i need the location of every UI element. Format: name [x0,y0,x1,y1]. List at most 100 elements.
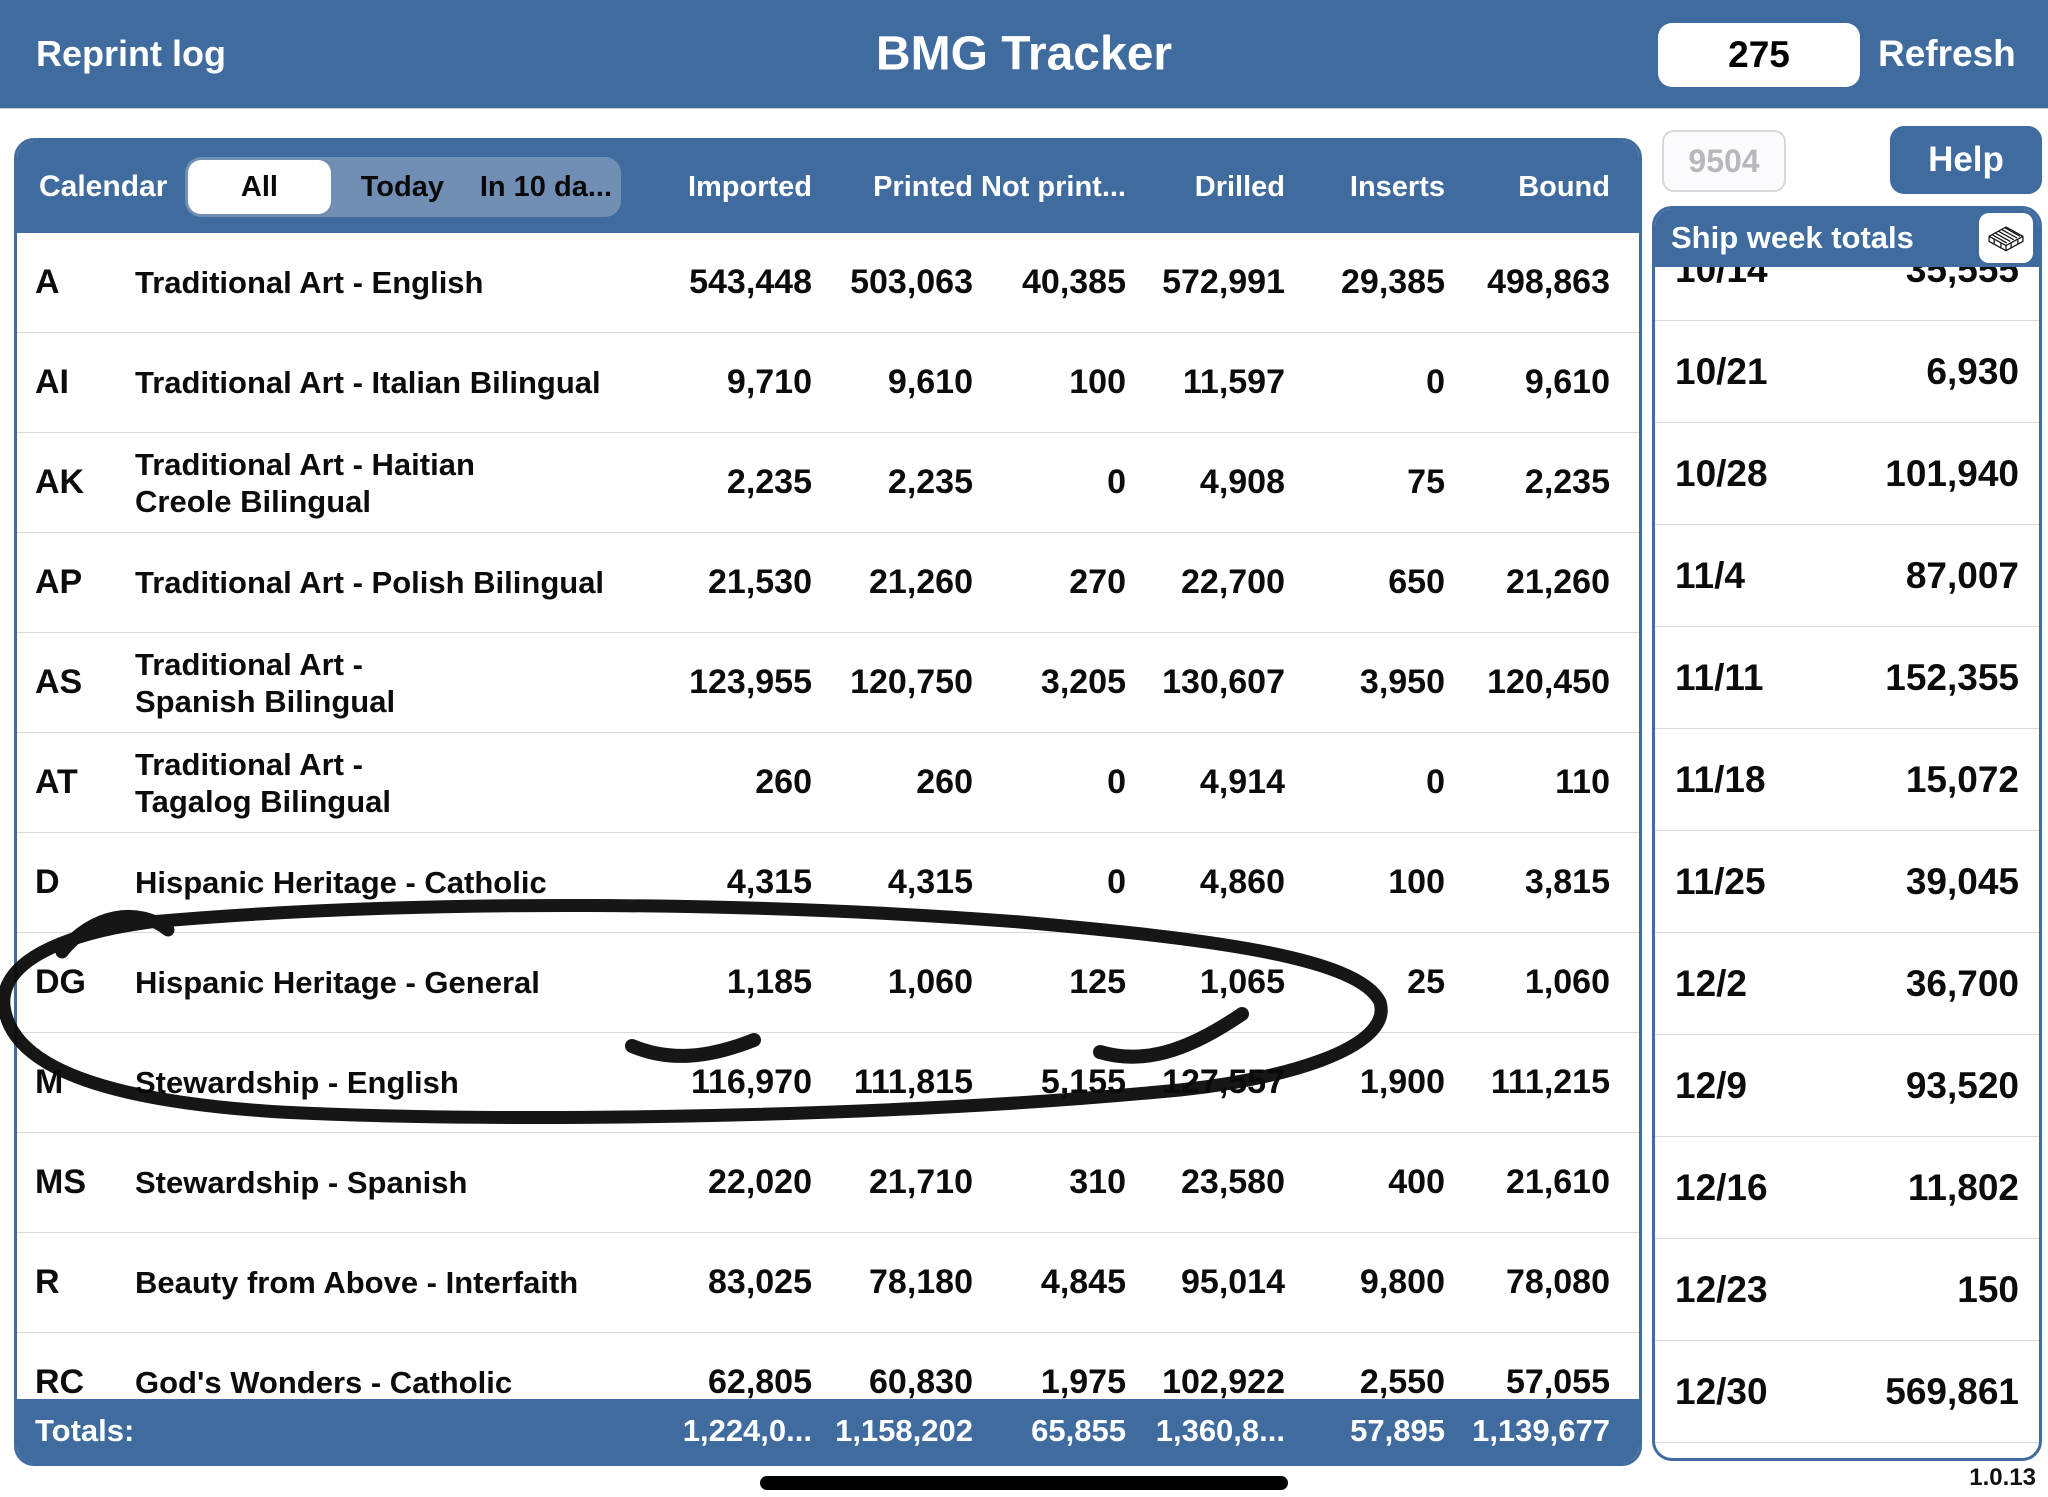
refresh-button[interactable]: Refresh [1872,0,2022,108]
column-header-bound: Bound [1518,170,1610,203]
cell-bound: 111,215 [1490,1063,1610,1101]
cell-imported: 260 [755,763,812,801]
filter-segmented-control: All Today In 10 da... [185,157,621,217]
ship-week-row: 12/9 93,520 [1655,1035,2039,1137]
ship-week-row: 11/25 39,045 [1655,831,2039,933]
ship-week-row: 10/21 6,930 [1655,321,2039,423]
totals-imported: 1,224,0... [682,1413,812,1448]
cell-printed: 503,063 [850,263,973,301]
ship-week-row: 12/23 150 [1655,1239,2039,1341]
cell-drilled: 572,991 [1162,263,1285,301]
row-code: AI [35,363,69,401]
table-row-at[interactable]: AT Traditional Art - Tagalog Bilingual 2… [17,733,1639,833]
cell-not-printed: 5,155 [1040,1063,1126,1101]
ship-week-date: 10/21 [1675,350,1768,392]
totals-bound: 1,139,677 [1472,1413,1610,1448]
cell-bound: 2,235 [1524,463,1610,501]
ship-week-total: 87,007 [1905,554,2019,596]
table-row-ap[interactable]: AP Traditional Art - Polish Bilingual 21… [17,533,1639,633]
table-row-m[interactable]: M Stewardship - English 116,970 111,815 … [17,1033,1639,1133]
code-input[interactable] [1662,130,1786,192]
totals-bar: Totals: 1,224,0... 1,158,202 65,855 1,36… [17,1399,1639,1463]
row-title: Hispanic Heritage - Catholic [135,865,547,900]
table-row-dg[interactable]: DG Hispanic Heritage - General 1,185 1,0… [17,933,1639,1033]
segment-today[interactable]: Today [331,160,474,214]
cell-imported: 2,235 [726,463,812,501]
table-row-r[interactable]: R Beauty from Above - Interfaith 83,025 … [17,1233,1639,1333]
cell-printed: 120,750 [850,663,973,701]
column-headers: Imported Printed Not print... Drilled In… [607,141,1639,233]
row-title: Stewardship - Spanish [135,1165,468,1200]
row-title: God's Wonders - Catholic [135,1365,513,1399]
cell-not-printed: 0 [1107,763,1126,801]
cell-printed: 1,060 [887,963,973,1001]
row-code: A [35,263,60,301]
cell-inserts: 2,550 [1359,1363,1445,1399]
cell-bound: 78,080 [1506,1263,1610,1301]
cell-drilled: 127,557 [1162,1063,1285,1101]
quantity-input[interactable] [1658,23,1860,87]
cell-printed: 78,180 [869,1263,973,1301]
table-body: A Traditional Art - English 543,448 503,… [17,233,1639,1399]
cell-inserts: 29,385 [1341,263,1445,301]
cell-bound: 21,260 [1506,563,1610,601]
row-code: AT [35,763,78,801]
cell-bound: 3,815 [1524,863,1610,901]
column-header-imported: Imported [687,170,812,203]
cell-drilled: 11,597 [1182,363,1285,401]
row-code: AS [35,663,83,701]
ship-week-total: 35,555 [1905,267,2019,290]
table-row-a[interactable]: A Traditional Art - English 543,448 503,… [17,233,1639,333]
ship-week-date: 12/16 [1675,1166,1768,1208]
cell-inserts: 400 [1388,1163,1445,1201]
cell-imported: 1,185 [726,963,812,1001]
column-header-drilled: Drilled [1194,170,1285,203]
totals-printed: 1,158,202 [835,1413,973,1448]
cell-bound: 1,060 [1524,963,1610,1001]
cell-not-printed: 40,385 [1022,263,1126,301]
cell-not-printed: 0 [1107,463,1126,501]
reprint-log-button[interactable]: Reprint log [30,0,232,108]
ship-week-title: Ship week totals [1671,220,1914,255]
totals-not-printed: 65,855 [1031,1413,1126,1448]
cell-drilled: 95,014 [1181,1263,1285,1301]
column-header-not-printed: Not print... [981,170,1126,203]
row-code: AP [35,563,83,601]
cell-printed: 9,610 [887,363,973,401]
segment-all[interactable]: All [188,160,331,214]
table-row-ms[interactable]: MS Stewardship - Spanish 22,020 21,710 3… [17,1133,1639,1233]
cell-bound: 9,610 [1524,363,1610,401]
table-row-rc[interactable]: RC God's Wonders - Catholic 62,805 60,83… [17,1333,1639,1399]
cell-drilled: 22,700 [1181,563,1285,601]
ship-week-header: Ship week totals [1655,209,2039,267]
cell-imported: 22,020 [708,1163,812,1201]
calendar-button[interactable]: Calendar [33,141,173,233]
cell-imported: 21,530 [708,563,812,601]
cell-not-printed: 270 [1069,563,1126,601]
row-title: Traditional Art - Polish Bilingual [135,565,605,600]
cell-bound: 110 [1555,763,1610,801]
ship-week-date: 11/4 [1675,554,1745,596]
pallet-icon[interactable] [1979,213,2033,263]
cell-imported: 543,448 [689,263,812,301]
cell-printed: 260 [916,763,973,801]
ship-week-row: 11/18 15,072 [1655,729,2039,831]
totals-inserts: 57,895 [1350,1413,1445,1448]
cell-not-printed: 310 [1069,1163,1126,1201]
table-row-d[interactable]: D Hispanic Heritage - Catholic 4,315 4,3… [17,833,1639,933]
segment-in-10-days[interactable]: In 10 da... [474,160,618,214]
row-code: AK [35,463,85,501]
table-row-ak[interactable]: AK Traditional Art - Haitian Creole Bili… [17,433,1639,533]
cell-inserts: 0 [1426,763,1445,801]
table-row-as[interactable]: AS Traditional Art - Spanish Bilingual 1… [17,633,1639,733]
ship-week-total: 11,802 [1907,1166,2019,1208]
cell-imported: 62,805 [708,1363,812,1399]
cell-inserts: 1,900 [1359,1063,1445,1101]
help-button[interactable]: Help [1890,126,2042,194]
ship-week-total: 6,930 [1926,350,2019,392]
home-indicator[interactable] [760,1476,1288,1490]
table-row-ai[interactable]: AI Traditional Art - Italian Bilingual 9… [17,333,1639,433]
ship-week-total: 150 [1957,1268,2019,1310]
ship-week-total: 569,861 [1885,1370,2019,1412]
ship-week-total: 152,355 [1885,656,2019,698]
